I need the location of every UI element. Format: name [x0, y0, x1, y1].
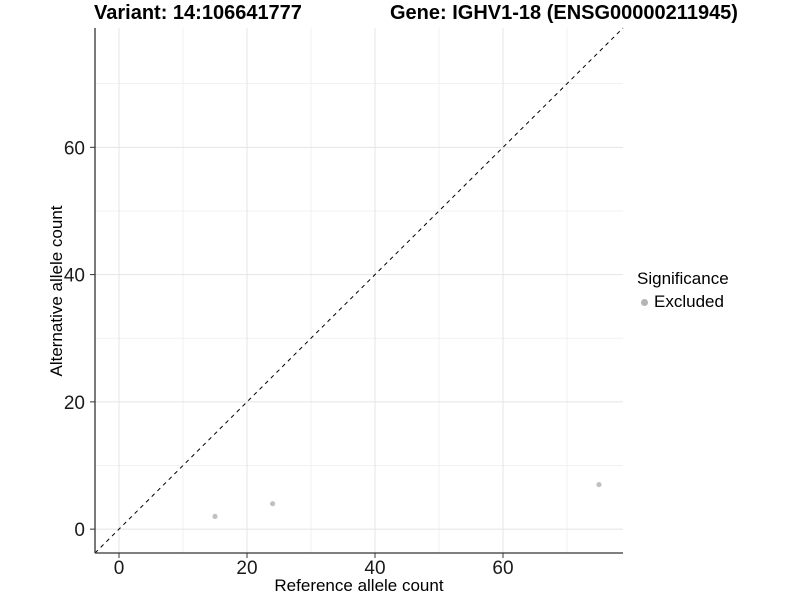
x-tick-label: 60	[492, 558, 513, 579]
identity-reference-line	[94, 27, 624, 554]
legend-point-icon	[641, 298, 648, 306]
y-tick-label: 0	[74, 520, 85, 541]
data-point	[270, 501, 276, 507]
x-axis-title: Reference allele count	[274, 576, 444, 595]
x-tick-label: 20	[236, 558, 257, 579]
legend: Significance Excluded	[637, 269, 729, 312]
y-tick-label: 60	[64, 138, 85, 159]
plot-title-variant: Variant: 14:106641777	[94, 2, 302, 24]
x-tick-label: 40	[364, 558, 385, 579]
x-tick-label: 0	[114, 558, 125, 579]
data-point	[212, 513, 218, 520]
y-axis-title: Alternative allele count	[47, 205, 66, 377]
plot-title-gene: Gene: IGHV1-18 (ENSG00000211945)	[390, 2, 738, 24]
legend-title: Significance	[637, 269, 729, 288]
legend-item-excluded: Excluded	[637, 292, 729, 312]
y-tick-label: 20	[64, 393, 85, 414]
y-tick-label: 40	[64, 266, 85, 287]
legend-item-label: Excluded	[654, 292, 724, 311]
data-point	[596, 481, 602, 488]
